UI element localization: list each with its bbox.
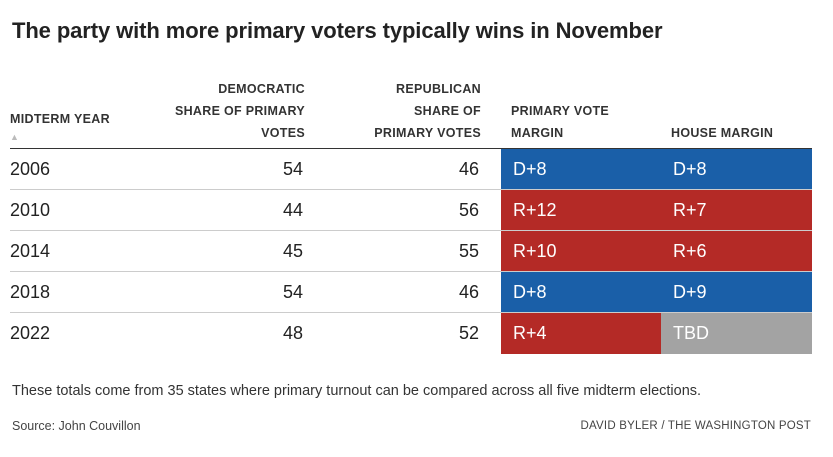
- header-row: MIDTERM YEAR ▲ DEMOCRATIC SHARE OF PRIMA…: [10, 78, 812, 149]
- cell-dem-share: 54: [282, 281, 303, 302]
- cell-primary-margin: D+8: [501, 148, 661, 190]
- header-spacer: [481, 78, 501, 149]
- table-row: 2010 44 56 R+12 R+7: [10, 189, 812, 231]
- cell-house-margin: TBD: [661, 312, 812, 354]
- header-rep-line1: REPUBLICAN: [396, 82, 481, 96]
- cell-year: 2022: [10, 322, 51, 343]
- cell-rep-share: 55: [458, 240, 479, 261]
- cell-year: 2010: [10, 199, 51, 220]
- cell-primary-margin: R+12: [501, 189, 661, 231]
- header-dem-line2: SHARE OF PRIMARY: [174, 104, 305, 118]
- header-midterm-year[interactable]: MIDTERM YEAR ▲: [10, 78, 150, 149]
- cell-primary-margin: R+10: [501, 230, 661, 272]
- header-rep-share[interactable]: REPUBLICAN SHARE OF PRIMARY VOTES: [305, 78, 481, 149]
- header-primary-margin[interactable]: PRIMARY VOTE MARGIN: [501, 78, 661, 149]
- table-body: 2006 54 46 D+8 D+8 2010 44 56 R+12 R+7 2014 45 55 R+1…: [10, 148, 812, 354]
- cell-house-margin: R+6: [661, 230, 812, 272]
- cell-rep-share: 46: [458, 158, 479, 179]
- cell-year: 2014: [10, 240, 51, 261]
- cell-spacer: [481, 149, 501, 190]
- cell-dem-share: 45: [282, 240, 303, 261]
- cell-spacer: [481, 231, 501, 272]
- table-row: 2018 54 46 D+8 D+9: [10, 271, 812, 313]
- header-rep-line2: SHARE OF: [414, 104, 481, 118]
- table-row: 2006 54 46 D+8 D+8: [10, 148, 812, 190]
- header-primary-line1: PRIMARY VOTE: [511, 104, 610, 118]
- results-table: MIDTERM YEAR ▲ DEMOCRATIC SHARE OF PRIMA…: [10, 78, 812, 354]
- header-year-label: MIDTERM YEAR: [10, 112, 110, 126]
- cell-dem-share: 48: [282, 322, 303, 343]
- cell-year: 2006: [10, 158, 51, 179]
- cell-house-margin: D+9: [661, 271, 812, 313]
- header-dem-share[interactable]: DEMOCRATIC SHARE OF PRIMARY VOTES: [150, 78, 305, 149]
- header-dem-line1: DEMOCRATIC: [218, 82, 305, 96]
- cell-house-margin: D+8: [661, 148, 812, 190]
- cell-dem-share: 54: [282, 158, 303, 179]
- cell-dem-share: 44: [282, 199, 303, 220]
- cell-rep-share: 56: [458, 199, 479, 220]
- cell-spacer: [481, 272, 501, 313]
- cell-primary-margin: R+4: [501, 312, 661, 354]
- cell-primary-margin: D+8: [501, 271, 661, 313]
- header-dem-line3: VOTES: [261, 126, 305, 140]
- header-house-margin[interactable]: HOUSE MARGIN: [661, 78, 812, 149]
- cell-rep-share: 46: [458, 281, 479, 302]
- cell-spacer: [481, 313, 501, 354]
- credit-line: DAVID BYLER / THE WASHINGTON POST: [580, 420, 811, 432]
- chart-title: The party with more primary voters typic…: [12, 18, 663, 43]
- cell-spacer: [481, 190, 501, 231]
- cell-house-margin: R+7: [661, 189, 812, 231]
- header-primary-line2: MARGIN: [511, 126, 564, 140]
- cell-rep-share: 52: [458, 322, 479, 343]
- table-row: 2022 48 52 R+4 TBD: [10, 312, 812, 354]
- header-house-line1: HOUSE MARGIN: [671, 126, 774, 140]
- table-row: 2014 45 55 R+10 R+6: [10, 230, 812, 272]
- cell-year: 2018: [10, 281, 51, 302]
- source-note: Source: John Couvillon: [12, 419, 141, 433]
- sort-ascending-icon: ▲: [10, 132, 20, 142]
- header-rep-line3: PRIMARY VOTES: [374, 126, 481, 140]
- footnote: These totals come from 35 states where p…: [12, 383, 702, 399]
